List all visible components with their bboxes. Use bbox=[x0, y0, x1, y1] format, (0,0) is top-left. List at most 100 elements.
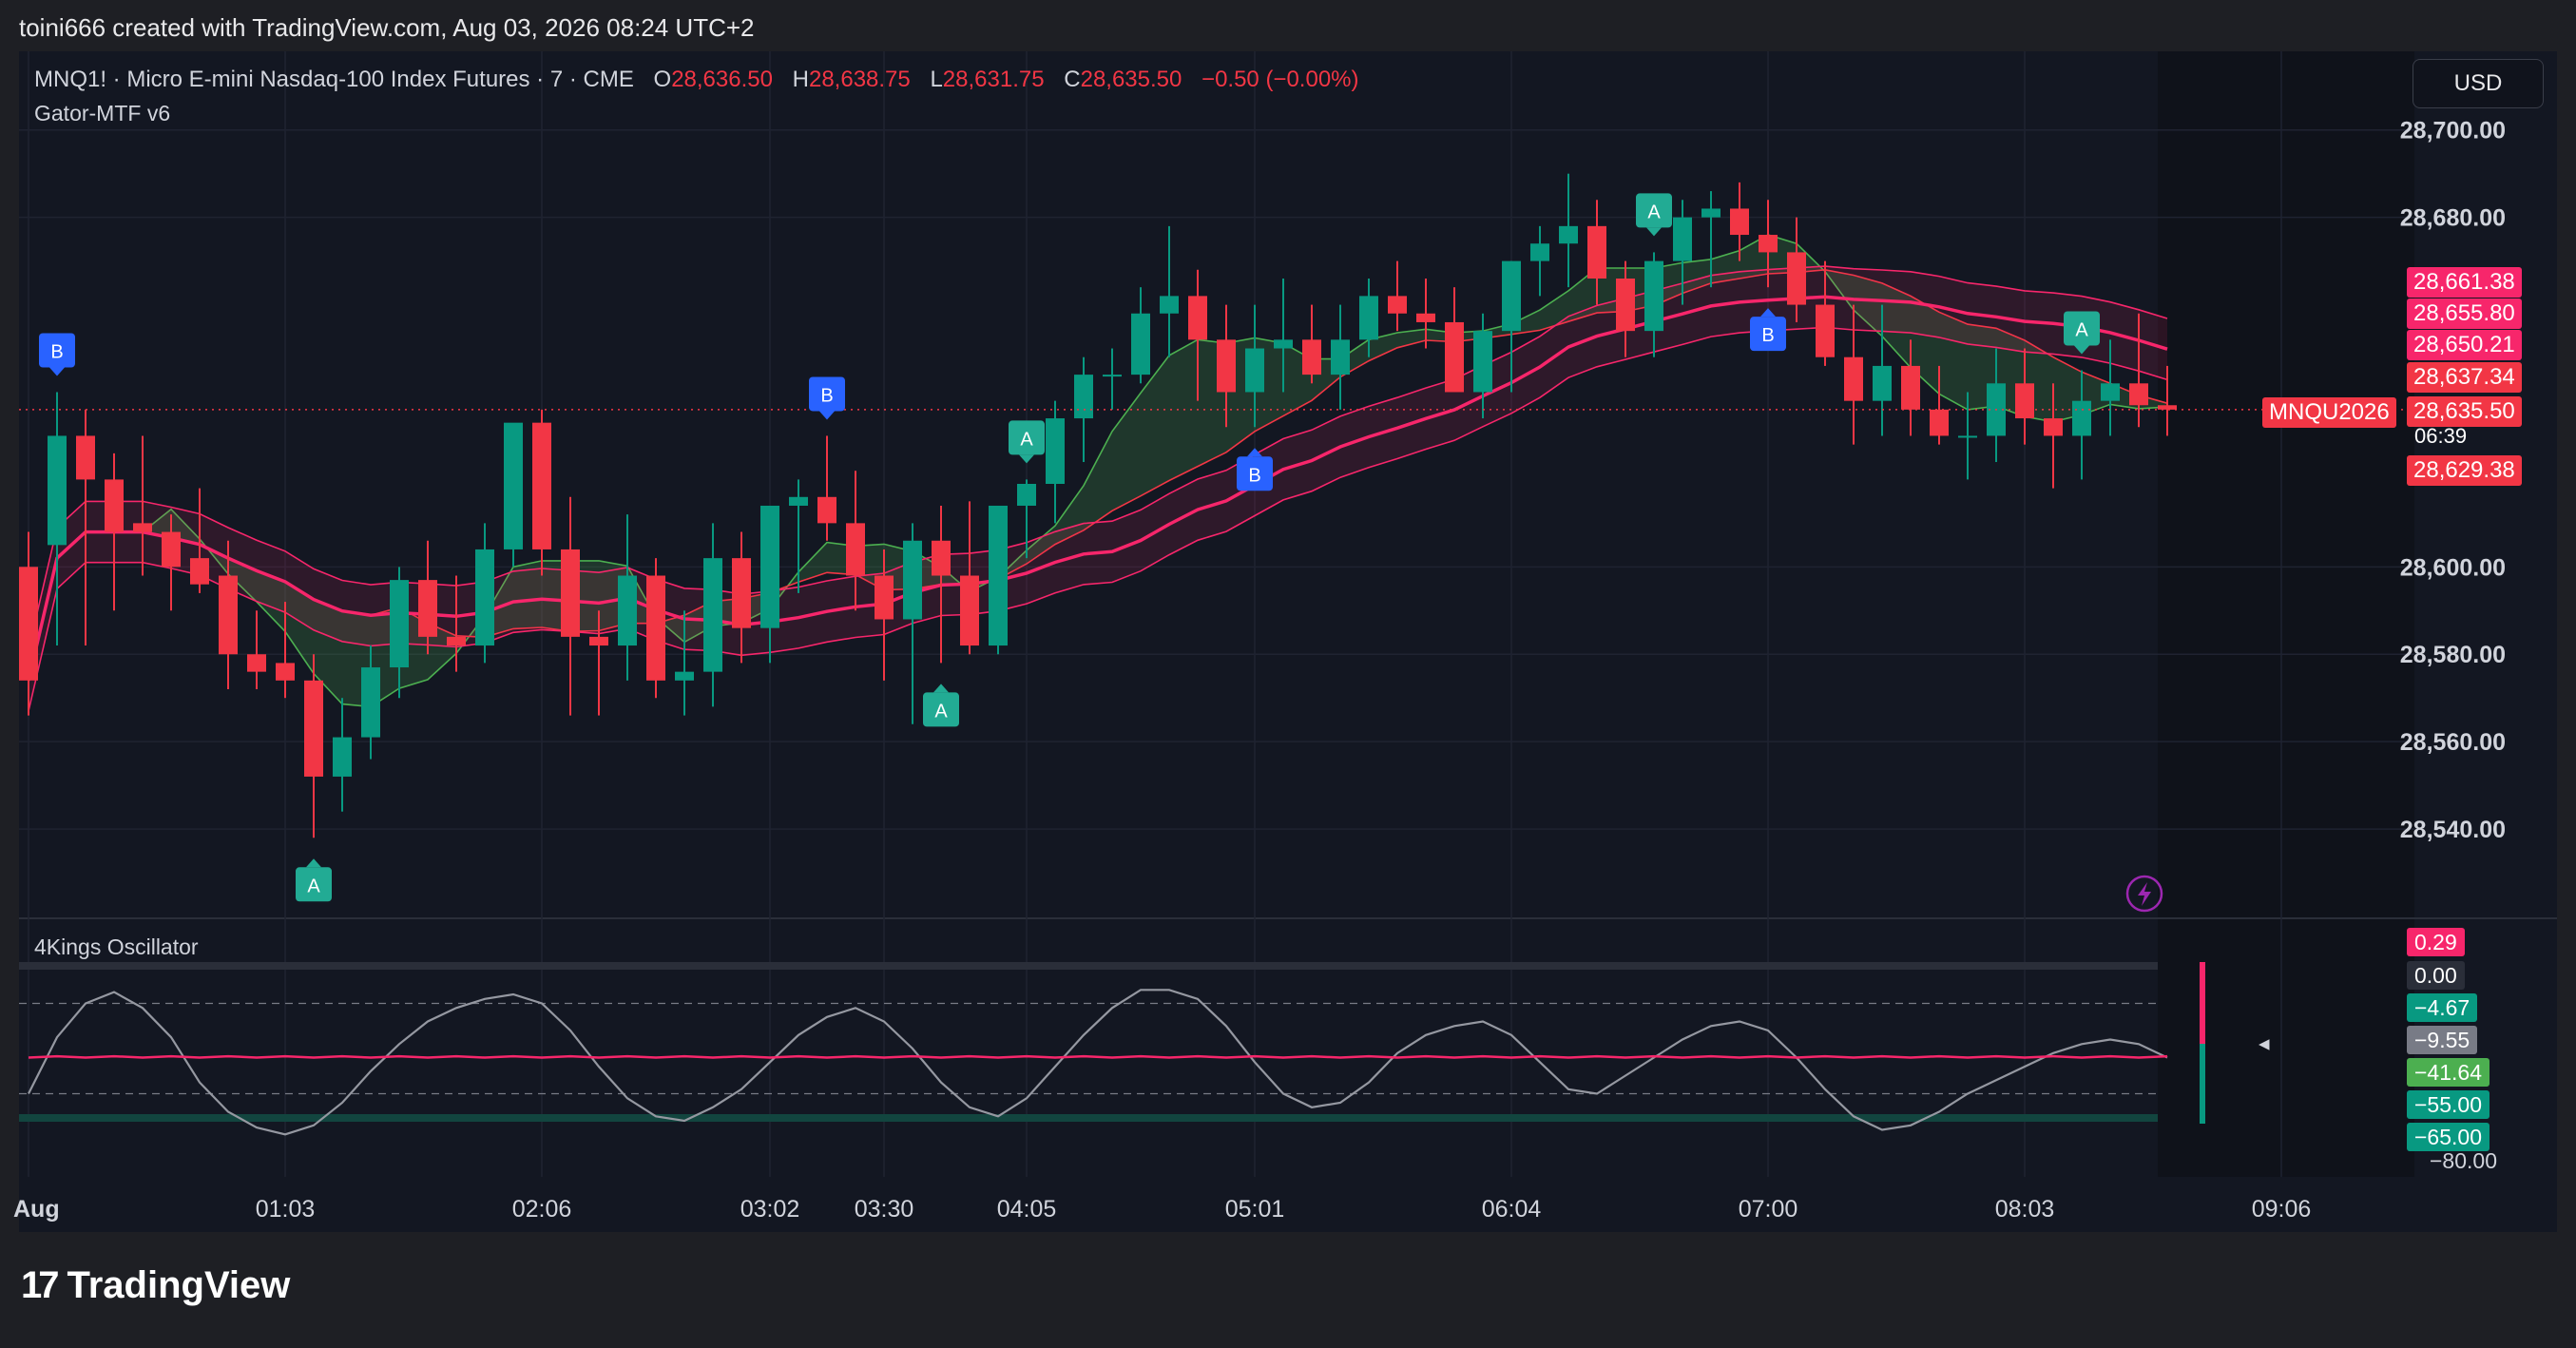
x-tick-label: 04:05 bbox=[997, 1196, 1057, 1223]
x-tick-label: 09:06 bbox=[2252, 1196, 2312, 1223]
alert-lightning-icon bbox=[2125, 875, 2163, 913]
x-tick-label: Aug bbox=[13, 1196, 60, 1223]
alert-lightning-bolt bbox=[2138, 882, 2151, 906]
candle-body bbox=[1473, 331, 1492, 393]
tradingview-logo-icon: 17 bbox=[21, 1264, 59, 1306]
close-value: 28,635.50 bbox=[1080, 67, 1182, 92]
trend-upper bbox=[28, 265, 2168, 650]
trend-lower bbox=[28, 326, 2168, 712]
oscillator-value-label: −65.00 bbox=[2407, 1123, 2489, 1151]
candle-body bbox=[1103, 375, 1122, 377]
candle-body bbox=[333, 737, 352, 777]
x-tick-label: 05:01 bbox=[1225, 1196, 1285, 1223]
high-key: H bbox=[792, 67, 809, 92]
candle-body bbox=[1188, 296, 1207, 340]
x-tick-label: 07:00 bbox=[1739, 1196, 1798, 1223]
signal-b-marker: B bbox=[1237, 448, 1273, 491]
tradingview-brand[interactable]: 17 TradingView bbox=[21, 1264, 290, 1307]
x-tick-label: 03:02 bbox=[740, 1196, 800, 1223]
future-area bbox=[2158, 51, 2414, 1177]
candle-body bbox=[390, 580, 409, 668]
price-label: 28,650.21 bbox=[2407, 330, 2522, 360]
price-label: 28,637.34 bbox=[2407, 362, 2522, 393]
x-tick-label: 02:06 bbox=[512, 1196, 572, 1223]
y-tick-label: 28,700.00 bbox=[2400, 118, 2506, 144]
candle-body bbox=[1873, 365, 1892, 401]
candle-body bbox=[2158, 405, 2177, 410]
candle-body bbox=[190, 558, 209, 585]
candle-body bbox=[1388, 296, 1407, 314]
signal-b-marker: B bbox=[809, 376, 845, 420]
signal-a-marker: A bbox=[296, 858, 332, 902]
signal-b-marker: B bbox=[1750, 308, 1786, 352]
candle-body bbox=[361, 667, 380, 738]
signal-label: A bbox=[2075, 320, 2088, 341]
x-tick-label: 03:30 bbox=[855, 1196, 914, 1223]
candle-body bbox=[133, 523, 152, 532]
trend-mid bbox=[27, 295, 2168, 682]
oscillator-title[interactable]: 4Kings Oscillator bbox=[34, 934, 199, 959]
symbol-title[interactable]: MNQ1! · Micro E-mini Nasdaq-100 Index Fu… bbox=[34, 67, 634, 92]
candle-body bbox=[589, 636, 608, 646]
candle-body bbox=[646, 575, 665, 681]
signal-a-marker: A bbox=[923, 684, 959, 727]
candle-body bbox=[247, 654, 266, 672]
currency-button[interactable]: USD bbox=[2413, 59, 2544, 108]
candle-body bbox=[447, 636, 466, 646]
candle-body bbox=[875, 575, 894, 620]
candle-body bbox=[932, 540, 951, 576]
candle-body bbox=[618, 575, 637, 646]
close-key: C bbox=[1064, 67, 1081, 92]
candle-body bbox=[1844, 356, 1863, 401]
candle-body bbox=[1730, 208, 1749, 236]
price-label: 28,655.80 bbox=[2407, 298, 2522, 329]
signal-a-marker: A bbox=[1636, 193, 1672, 237]
low-value: 28,631.75 bbox=[942, 67, 1045, 92]
candle-body bbox=[2044, 418, 2063, 436]
candle-body bbox=[1160, 296, 1179, 314]
price-label: 28,629.38 bbox=[2407, 455, 2522, 486]
candle-body bbox=[703, 558, 722, 672]
oscillator-value-label: 0.00 bbox=[2407, 961, 2465, 990]
change-value: −0.50 (−0.00%) bbox=[1201, 67, 1359, 92]
osc-gauge bbox=[2200, 962, 2205, 1124]
candle-body bbox=[1245, 348, 1264, 393]
indicator-legend[interactable]: Gator-MTF v6 bbox=[34, 101, 171, 125]
low-key: L bbox=[930, 67, 943, 92]
candle-body bbox=[1017, 484, 1036, 506]
symbol-tag: MNQU2026 bbox=[2262, 397, 2396, 428]
price-label: 28,661.38 bbox=[2407, 267, 2522, 298]
signal-label: A bbox=[934, 701, 948, 722]
candle-body bbox=[1930, 409, 1949, 436]
signal-a-marker: A bbox=[1009, 420, 1045, 464]
open-key: O bbox=[653, 67, 672, 92]
candle-body bbox=[48, 435, 67, 546]
osc-signal-line bbox=[28, 1054, 2168, 1059]
oscillator-value-label: −41.64 bbox=[2407, 1058, 2489, 1087]
credit-line: toini666 created with TradingView.com, A… bbox=[19, 13, 755, 42]
y-tick-label: 28,560.00 bbox=[2400, 729, 2506, 756]
candle-body bbox=[276, 663, 295, 681]
candle-body bbox=[989, 505, 1008, 646]
signal-label: A bbox=[1647, 202, 1661, 222]
candle-body bbox=[1958, 435, 1977, 438]
oscillator-axis-label: −80.00 bbox=[2430, 1148, 2497, 1173]
x-tick-label: 08:03 bbox=[1995, 1196, 2055, 1223]
oscillator-pointer-icon: ◂ bbox=[2259, 1030, 2270, 1055]
candle-body bbox=[2072, 400, 2091, 436]
candle-body bbox=[1331, 339, 1350, 376]
signal-a-marker: A bbox=[2064, 311, 2100, 355]
oscillator-value-label: −9.55 bbox=[2407, 1026, 2478, 1054]
price-label: 28,635.50 bbox=[2407, 396, 2522, 427]
candle-body bbox=[1302, 339, 1321, 376]
bar-countdown: 06:39 bbox=[2414, 424, 2468, 448]
osc-bottom-strip bbox=[19, 1114, 2158, 1122]
candle-body bbox=[1359, 296, 1378, 340]
candle-body bbox=[1530, 243, 1549, 261]
candle-body bbox=[304, 680, 323, 777]
candle-body bbox=[561, 549, 580, 637]
y-tick-label: 28,580.00 bbox=[2400, 642, 2506, 668]
candle-body bbox=[105, 479, 124, 532]
x-tick-label: 01:03 bbox=[256, 1196, 316, 1223]
